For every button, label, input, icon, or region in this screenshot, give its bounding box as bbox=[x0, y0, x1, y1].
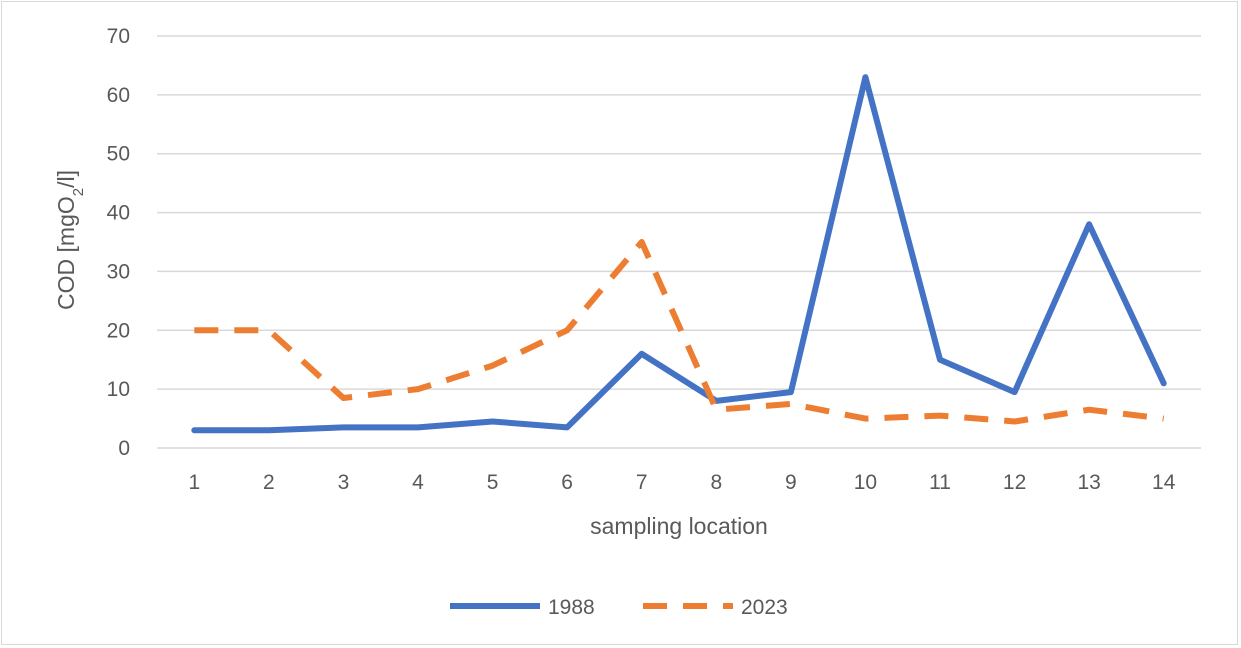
x-tick-label: 5 bbox=[487, 471, 499, 494]
series-line-2023 bbox=[194, 239, 1165, 425]
legend-label-2023: 2023 bbox=[741, 596, 788, 619]
x-tick-labels: 1 2 3 4 5 6 7 8 9 10 11 12 13 14 bbox=[188, 471, 1175, 494]
y-tick-label: 50 bbox=[107, 143, 130, 166]
x-tick-label: 7 bbox=[636, 471, 648, 494]
x-tick-label: 13 bbox=[1077, 471, 1100, 494]
x-tick-label: 2 bbox=[263, 471, 275, 494]
gridlines bbox=[157, 35, 1201, 449]
series-line-1988 bbox=[191, 74, 1167, 434]
y-tick-labels: 0 10 20 30 40 50 60 70 bbox=[107, 25, 130, 460]
y-tick-label: 20 bbox=[107, 319, 130, 342]
x-tick-label: 8 bbox=[710, 471, 722, 494]
legend-label-1988: 1988 bbox=[548, 596, 595, 619]
x-tick-label: 3 bbox=[338, 471, 350, 494]
x-tick-label: 1 bbox=[188, 471, 200, 494]
x-tick-label: 4 bbox=[412, 471, 424, 494]
x-tick-label: 14 bbox=[1152, 471, 1176, 494]
y-tick-label: 0 bbox=[118, 437, 130, 460]
y-tick-label: 40 bbox=[107, 202, 130, 225]
y-tick-label: 60 bbox=[107, 84, 130, 107]
x-tick-label: 10 bbox=[854, 471, 877, 494]
x-tick-label: 12 bbox=[1003, 471, 1026, 494]
series-lines bbox=[191, 74, 1167, 434]
y-tick-label: 70 bbox=[107, 25, 130, 48]
x-tick-label: 6 bbox=[561, 471, 573, 494]
y-tick-label: 30 bbox=[107, 260, 130, 283]
x-tick-label: 9 bbox=[785, 471, 797, 494]
x-tick-label: 11 bbox=[929, 471, 951, 494]
legend: 1988 2023 bbox=[450, 596, 788, 619]
y-axis-title: COD [mgO2/l] bbox=[53, 170, 87, 310]
y-tick-label: 10 bbox=[107, 378, 130, 401]
x-axis-title: sampling location bbox=[590, 513, 768, 539]
